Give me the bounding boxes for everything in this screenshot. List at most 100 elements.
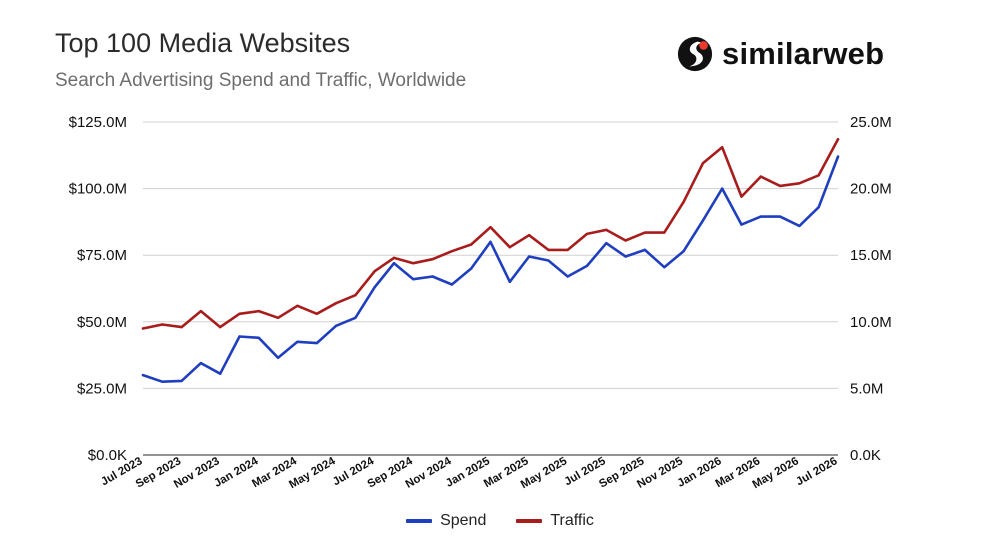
right-tick-label: 0.0K xyxy=(850,447,881,464)
data-point-spend xyxy=(624,255,627,258)
data-point-traffic xyxy=(682,200,685,204)
data-point-traffic xyxy=(605,228,608,232)
data-point-traffic xyxy=(199,309,203,313)
data-point-traffic xyxy=(778,184,782,188)
data-point-traffic xyxy=(276,316,280,320)
data-point-spend xyxy=(798,224,801,228)
legend-swatch-traffic xyxy=(516,519,543,523)
data-point-traffic xyxy=(489,226,492,229)
data-point-traffic xyxy=(296,304,299,308)
series-lines xyxy=(141,138,840,384)
data-point-traffic xyxy=(547,248,550,252)
data-point-traffic xyxy=(219,325,222,329)
data-point-spend xyxy=(161,380,164,383)
right-tick-label: 20.0M xyxy=(850,181,892,198)
data-point-traffic xyxy=(141,327,145,330)
brand-name: similarweb xyxy=(722,36,885,71)
data-point-spend xyxy=(276,356,280,359)
data-point-spend xyxy=(469,267,473,270)
data-point-traffic xyxy=(798,182,801,185)
legend-swatch-spend xyxy=(406,519,433,523)
legend: Spend Traffic xyxy=(0,512,1000,530)
data-point-spend xyxy=(547,259,550,262)
x-tick-label: Jul 2026 xyxy=(794,455,839,488)
brand-logo: similarweb xyxy=(676,34,884,74)
data-point-traffic xyxy=(759,175,762,178)
data-point-spend xyxy=(527,255,531,258)
data-point-spend xyxy=(257,336,261,339)
chart-subtitle: Search Advertising Spend and Traffic, Wo… xyxy=(55,70,467,91)
right-tick-label: 5.0M xyxy=(850,380,883,397)
data-point-traffic xyxy=(701,162,705,165)
data-point-traffic xyxy=(238,312,241,316)
data-point-traffic xyxy=(161,323,164,326)
data-point-traffic xyxy=(566,248,569,252)
data-point-traffic xyxy=(527,234,531,237)
data-point-traffic xyxy=(431,257,434,261)
data-point-spend xyxy=(508,280,512,284)
data-point-spend xyxy=(778,215,782,218)
data-point-spend xyxy=(412,277,415,281)
data-point-spend xyxy=(836,155,840,158)
left-tick-label: $100.0M xyxy=(69,181,127,198)
data-point-traffic xyxy=(412,261,415,265)
similarweb-logo-icon xyxy=(677,36,713,72)
data-point-spend xyxy=(605,242,608,245)
data-point-traffic xyxy=(740,195,743,198)
data-point-spend xyxy=(585,264,589,268)
series-line-spend xyxy=(141,155,840,384)
data-point-traffic xyxy=(817,174,820,177)
data-point-spend xyxy=(701,219,705,222)
data-point-spend xyxy=(431,275,434,278)
data-point-traffic xyxy=(257,309,261,313)
data-point-spend xyxy=(373,285,376,289)
data-point-traffic xyxy=(334,301,338,305)
series-line-traffic xyxy=(141,138,840,330)
left-tick-label: $75.0M xyxy=(77,247,127,264)
right-tick-label: 15.0M xyxy=(850,247,892,264)
left-tick-label: $50.0M xyxy=(77,314,127,331)
data-point-spend xyxy=(740,223,743,226)
data-point-spend xyxy=(238,335,241,338)
data-point-spend xyxy=(450,283,454,286)
data-point-spend xyxy=(180,379,183,383)
data-point-spend xyxy=(392,261,396,265)
data-point-spend xyxy=(720,187,724,190)
data-point-spend xyxy=(334,324,338,327)
data-point-spend xyxy=(315,341,318,345)
data-point-traffic xyxy=(720,146,724,149)
data-point-traffic xyxy=(469,243,473,246)
data-point-spend xyxy=(199,361,203,365)
data-point-spend xyxy=(682,250,685,253)
legend-item-spend: Spend xyxy=(406,512,486,530)
data-point-traffic xyxy=(450,250,454,253)
data-point-spend xyxy=(663,265,666,269)
data-point-traffic xyxy=(508,246,512,249)
data-point-traffic xyxy=(624,239,627,242)
data-point-spend xyxy=(759,215,762,218)
data-point-spend xyxy=(566,275,569,278)
data-point-spend xyxy=(219,372,222,375)
data-point-spend xyxy=(489,240,492,244)
right-axis-ticks: 0.0K 5.0M 10.0M 15.0M 20.0M 25.0M xyxy=(850,114,892,464)
data-point-traffic xyxy=(373,269,376,273)
left-axis-ticks: $0.0K $25.0M $50.0M $75.0M $100.0M $125.0M xyxy=(69,114,127,464)
data-point-spend xyxy=(643,248,647,252)
left-tick-label: $25.0M xyxy=(77,380,127,397)
legend-label-spend: Spend xyxy=(440,512,487,529)
data-point-traffic xyxy=(643,231,647,234)
data-point-spend xyxy=(817,206,820,209)
data-point-traffic xyxy=(585,232,589,236)
data-point-traffic xyxy=(663,231,666,234)
left-tick-label: $125.0M xyxy=(69,114,127,131)
data-point-traffic xyxy=(392,256,396,260)
data-point-traffic xyxy=(836,138,840,141)
gridlines xyxy=(143,121,838,456)
data-point-traffic xyxy=(180,325,183,329)
right-tick-label: 10.0M xyxy=(850,314,892,331)
data-point-spend xyxy=(354,316,357,320)
legend-item-traffic: Traffic xyxy=(516,512,594,530)
data-point-traffic xyxy=(315,312,318,316)
